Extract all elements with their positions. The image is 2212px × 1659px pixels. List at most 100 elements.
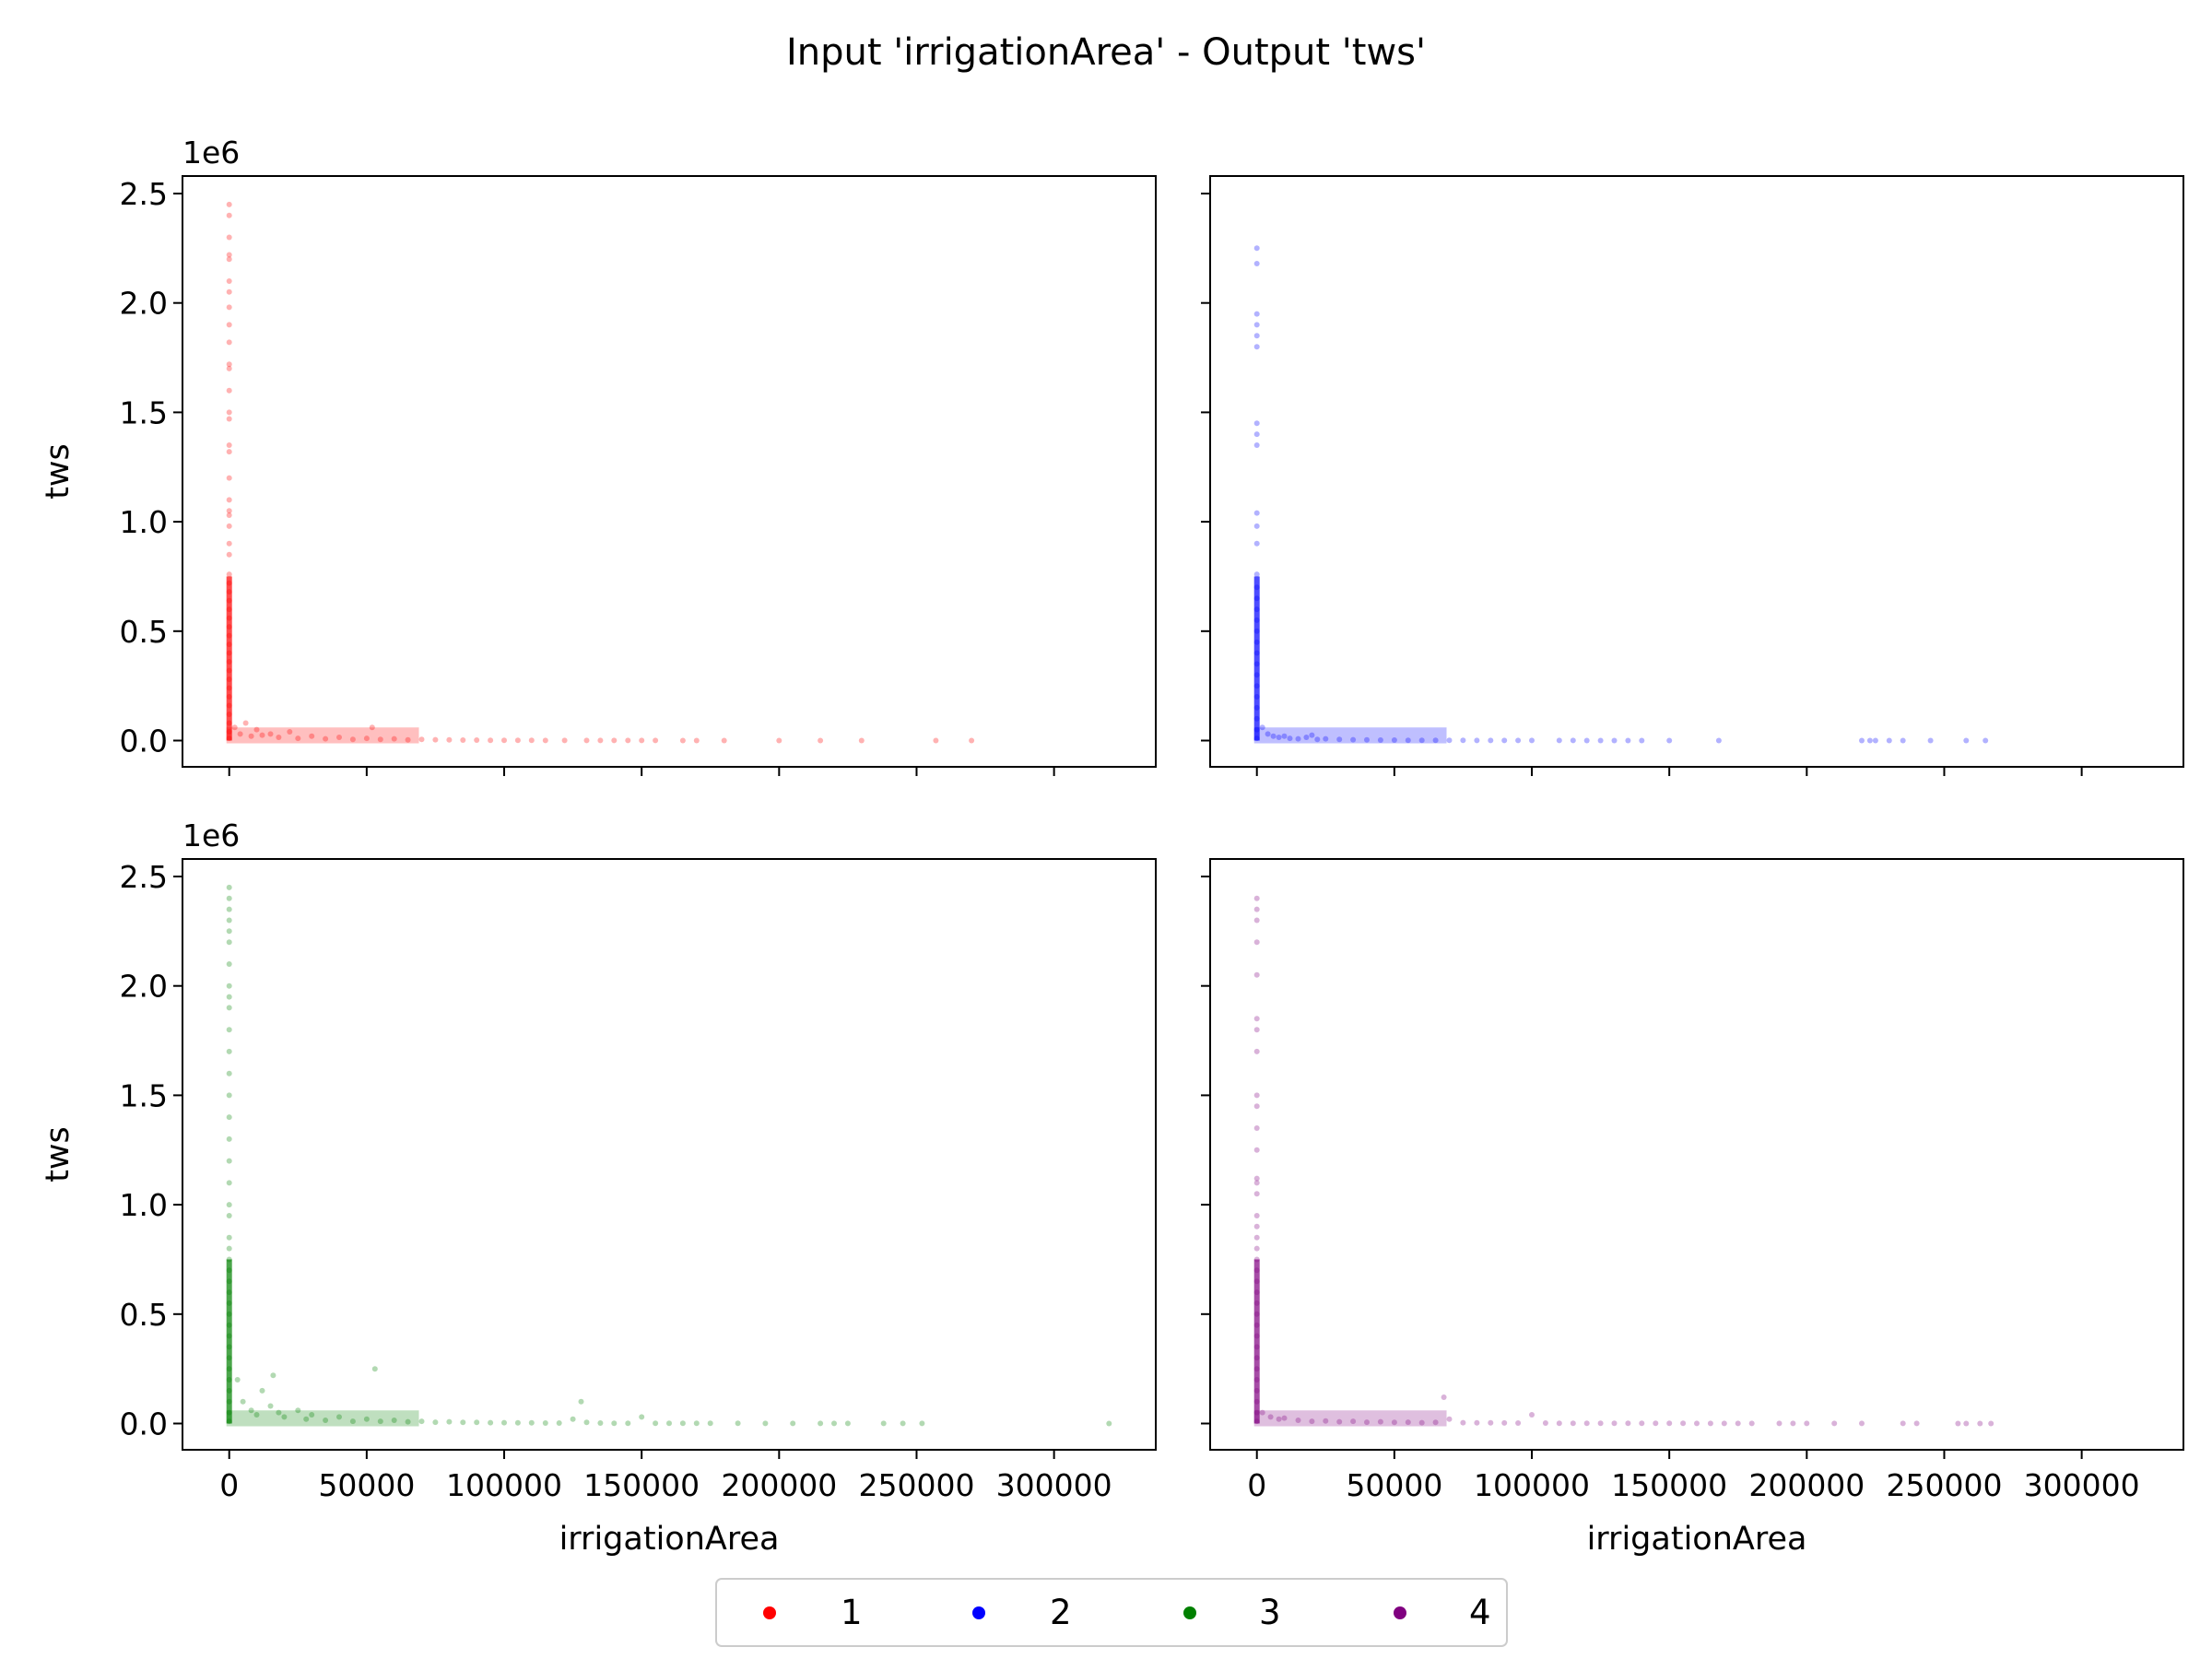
legend-marker-2 xyxy=(972,1606,985,1619)
data-point xyxy=(226,551,232,558)
data-point xyxy=(1611,737,1618,744)
legend-marker-1 xyxy=(763,1606,776,1619)
y-offset-label: 1e6 xyxy=(182,135,240,171)
data-point xyxy=(259,1387,265,1394)
data-point xyxy=(1336,1418,1343,1425)
data-point xyxy=(363,1416,370,1422)
data-point xyxy=(625,737,631,744)
data-point xyxy=(1583,737,1590,744)
data-point xyxy=(1253,442,1260,448)
data-point xyxy=(844,1420,851,1427)
data-point xyxy=(1253,311,1260,317)
data-point xyxy=(1748,1420,1755,1427)
dense-cluster-baseline xyxy=(1253,727,1447,744)
data-point xyxy=(226,256,232,263)
data-point xyxy=(391,1418,397,1423)
data-point xyxy=(1446,737,1453,744)
axes-frame xyxy=(1209,175,2184,768)
data-point xyxy=(226,1202,232,1208)
data-point xyxy=(1253,1027,1260,1033)
data-point xyxy=(1253,420,1260,427)
data-point xyxy=(1963,737,1970,744)
data-point xyxy=(323,1418,329,1423)
panel-top-left: 0.0 0.5 1.0 1.5 2.0 2.5 1e6 tws xyxy=(40,135,1157,776)
data-point xyxy=(1460,737,1466,744)
data-point xyxy=(267,731,274,737)
data-point xyxy=(501,737,507,744)
data-point xyxy=(1309,732,1315,738)
data-point xyxy=(276,1409,282,1416)
data-point xyxy=(666,1420,672,1427)
data-point xyxy=(542,1420,548,1426)
data-point xyxy=(1287,735,1293,742)
data-point xyxy=(226,304,232,311)
data-point xyxy=(226,1027,232,1033)
data-point xyxy=(295,1407,301,1414)
dense-cluster-baseline xyxy=(226,727,419,744)
data-point xyxy=(933,737,939,744)
data-point xyxy=(270,1372,276,1379)
data-point xyxy=(1735,1420,1741,1427)
data-point xyxy=(1323,1418,1329,1424)
y-tick-label: 0.5 xyxy=(120,614,168,650)
y-axis-label: tws xyxy=(40,443,76,500)
data-point xyxy=(1859,1420,1865,1427)
data-point xyxy=(1323,735,1329,742)
data-point xyxy=(242,720,249,726)
x-tick-label: 100000 xyxy=(1474,1467,1590,1503)
data-point xyxy=(474,737,480,743)
data-point xyxy=(1253,245,1260,252)
x-tick-label: 150000 xyxy=(1611,1467,1727,1503)
data-point xyxy=(880,1420,887,1427)
data-point xyxy=(570,1416,576,1422)
data-point xyxy=(1859,737,1865,744)
data-point xyxy=(1529,737,1535,744)
data-point xyxy=(679,1420,686,1427)
data-point xyxy=(391,735,397,742)
y-tick-label: 0.5 xyxy=(120,1297,168,1333)
data-point xyxy=(1314,736,1321,743)
data-point xyxy=(1253,333,1260,339)
legend-label-4: 4 xyxy=(1469,1593,1491,1632)
data-point xyxy=(1694,1420,1700,1427)
data-point xyxy=(309,733,315,739)
x-tick-label: 50000 xyxy=(1346,1467,1442,1503)
data-point xyxy=(226,234,232,241)
data-point xyxy=(405,1418,411,1425)
axes-frame xyxy=(182,175,1157,768)
data-point xyxy=(597,737,604,744)
data-point xyxy=(1106,1420,1112,1427)
data-point xyxy=(248,1407,254,1414)
data-point xyxy=(377,736,383,743)
data-point xyxy=(1474,1419,1480,1426)
data-point xyxy=(1377,1418,1383,1425)
data-point xyxy=(1927,737,1934,744)
data-point xyxy=(1281,733,1288,739)
panel-bottom-left: 0 50000 100000 150000 200000 250000 300000 0.0 0… xyxy=(40,818,1157,1558)
data-point xyxy=(1900,737,1906,744)
data-point xyxy=(226,884,232,890)
data-point xyxy=(226,339,232,346)
data-point xyxy=(253,1412,260,1418)
data-point xyxy=(858,737,865,744)
dense-cluster-vertical xyxy=(1253,1259,1260,1424)
data-point xyxy=(1295,1418,1301,1423)
data-point xyxy=(693,1420,700,1427)
data-point xyxy=(1707,1420,1713,1427)
data-point xyxy=(1597,1420,1604,1427)
data-point xyxy=(474,1419,480,1426)
data-point xyxy=(226,1005,232,1011)
data-point xyxy=(1364,1419,1370,1426)
data-point xyxy=(1253,1048,1260,1054)
data-point xyxy=(1336,736,1343,743)
data-point xyxy=(1872,737,1878,744)
data-point xyxy=(707,1420,713,1427)
dense-cluster-vertical xyxy=(1253,576,1260,741)
data-point xyxy=(287,729,293,735)
data-point xyxy=(969,737,975,744)
data-point xyxy=(1259,724,1265,731)
data-point xyxy=(226,365,232,371)
x-axis-label: irrigationArea xyxy=(1587,1521,1807,1558)
data-point xyxy=(226,1048,232,1054)
data-point xyxy=(226,1245,232,1252)
